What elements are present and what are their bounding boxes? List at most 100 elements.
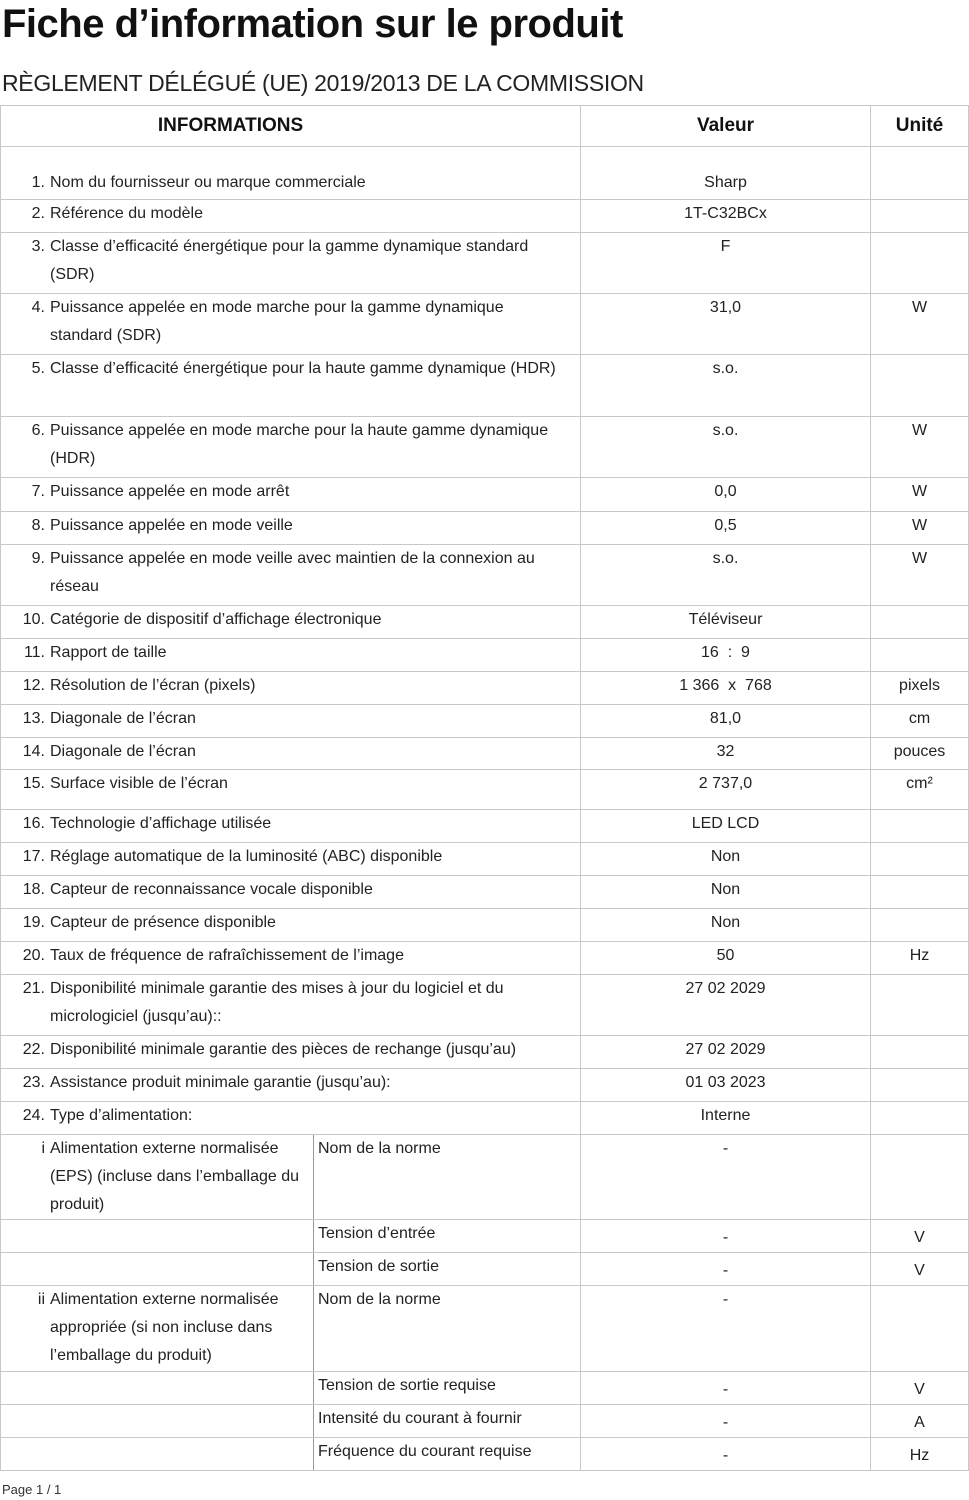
table-row: 12. Résolution de l’écran (pixels) 1 366 x…	[0, 671, 969, 705]
table-header-row: INFORMATIONS Valeur Unité	[0, 105, 969, 147]
sub-table-row: Intensité du courant à fournir - A	[0, 1404, 969, 1438]
sub-table-row: Tension de sortie requise - V	[0, 1371, 969, 1405]
row-number: 2.	[31, 205, 45, 222]
row-unit	[870, 842, 969, 876]
row-value: s.o.	[580, 354, 871, 417]
row-label: Puissance appelée en mode marche pour la…	[50, 299, 504, 344]
row-value: 81,0	[580, 704, 871, 738]
row-value: 2 737,0	[580, 769, 871, 810]
row-label-cell	[0, 1437, 314, 1471]
row-label-cell: 18. Capteur de reconnaissance vocale disp…	[0, 875, 581, 909]
row-sub-label: Tension d’entrée	[313, 1219, 581, 1253]
table-row: 7. Puissance appelée en mode arrêt 0,0 W	[0, 477, 969, 512]
row-number: 12.	[22, 677, 45, 694]
row-label-cell: 13. Diagonale de l’écran	[0, 704, 581, 738]
row-label: Puissance appelée en mode veille avec ma…	[50, 550, 535, 595]
header-valeur: Valeur	[580, 105, 871, 147]
sub-table-row: Fréquence du courant requise - Hz	[0, 1437, 969, 1471]
table-row: 19. Capteur de présence disponible Non	[0, 908, 969, 942]
row-number: 11.	[23, 644, 45, 661]
row-number: 21.	[22, 980, 45, 997]
row-label-cell: 12. Résolution de l’écran (pixels)	[0, 671, 581, 705]
row-number: 22.	[22, 1041, 45, 1058]
sub-table-row: Tension de sortie - V	[0, 1252, 969, 1286]
row-number: 15.	[22, 775, 45, 792]
row-label-cell: 21. Disponibilité minimale garantie des m…	[0, 974, 581, 1036]
sub-table-row: i Alimentation externe normalisée (EPS) (…	[0, 1134, 969, 1220]
row-number: 20.	[22, 947, 45, 964]
row-number: 23.	[22, 1074, 45, 1091]
row-value: Non	[580, 908, 871, 942]
row-label-cell	[0, 1219, 314, 1253]
row-unit	[870, 638, 969, 672]
row-number: 8.	[31, 517, 45, 534]
row-label: Disponibilité minimale garantie des pièc…	[50, 1041, 517, 1058]
table-row: 8. Puissance appelée en mode veille 0,5 W	[0, 511, 969, 545]
row-sub-label: Nom de la norme	[313, 1285, 581, 1372]
row-unit: V	[870, 1219, 969, 1253]
row-number: 7.	[31, 483, 45, 500]
row-value: 01 03 2023	[580, 1068, 871, 1102]
row-label-cell: 1. Nom du fournisseur ou marque commercia…	[0, 146, 581, 200]
table-row: 16. Technologie d’affichage utilisée LED L…	[0, 809, 969, 843]
row-label-cell: 23. Assistance produit minimale garantie …	[0, 1068, 581, 1102]
row-number: i	[41, 1140, 45, 1157]
row-label-cell: 3. Classe d’efficacité énergétique pour l…	[0, 232, 581, 294]
row-number: 14.	[22, 743, 45, 760]
row-label-cell	[0, 1371, 314, 1405]
product-info-table: INFORMATIONS Valeur Unité 1. Nom du fourn…	[0, 105, 969, 1471]
header-informations: INFORMATIONS	[0, 105, 581, 147]
table-row: 13. Diagonale de l’écran 81,0 cm	[0, 704, 969, 738]
row-number: 3.	[31, 238, 45, 255]
row-unit	[870, 232, 969, 294]
row-number: 19.	[22, 914, 45, 931]
sub-table-row: ii Alimentation externe normalisée approp…	[0, 1285, 969, 1372]
page-title: Fiche d’information sur le produit	[2, 2, 623, 46]
row-value: 27 02 2029	[580, 974, 871, 1036]
row-label-cell: 10. Catégorie de dispositif d’affichage é…	[0, 605, 581, 639]
row-unit	[870, 908, 969, 942]
row-label: Surface visible de l’écran	[50, 775, 228, 792]
row-value: Sharp	[580, 146, 871, 200]
row-value: -	[580, 1437, 871, 1471]
row-value: -	[580, 1252, 871, 1286]
table-row: 2. Référence du modèle 1T-C32BCx	[0, 199, 969, 233]
row-label-cell: 24. Type d’alimentation:	[0, 1101, 581, 1135]
row-unit	[870, 1101, 969, 1135]
row-number: 5.	[31, 360, 45, 377]
row-label: Réglage automatique de la luminosité (AB…	[50, 848, 443, 865]
row-label: Résolution de l’écran (pixels)	[50, 677, 256, 694]
row-number: 17.	[22, 848, 45, 865]
row-label: Technologie d’affichage utilisée	[50, 815, 272, 832]
row-label-cell: 16. Technologie d’affichage utilisée	[0, 809, 581, 843]
row-label: Puissance appelée en mode veille	[50, 517, 293, 534]
row-label: Puissance appelée en mode arrêt	[50, 483, 290, 500]
table-row: 4. Puissance appelée en mode marche pour …	[0, 293, 969, 355]
row-label: Capteur de présence disponible	[50, 914, 276, 931]
sub-table-row: Tension d’entrée - V	[0, 1219, 969, 1253]
row-sub-label: Fréquence du courant requise	[313, 1437, 581, 1471]
row-unit: W	[870, 477, 969, 512]
row-label-cell: 17. Réglage automatique de la luminosité …	[0, 842, 581, 876]
row-value: Téléviseur	[580, 605, 871, 639]
row-label: Alimentation externe normalisée appropri…	[50, 1291, 279, 1364]
row-unit	[870, 354, 969, 417]
regulation-subtitle: RÈGLEMENT DÉLÉGUÉ (UE) 2019/2013 DE LA C…	[2, 70, 644, 96]
page-footer: Page 1 / 1	[2, 1482, 62, 1497]
row-unit	[870, 605, 969, 639]
row-label-cell: 2. Référence du modèle	[0, 199, 581, 233]
row-unit	[870, 809, 969, 843]
row-label-cell: 19. Capteur de présence disponible	[0, 908, 581, 942]
row-label: Taux de fréquence de rafraîchissement de…	[50, 947, 404, 964]
row-label: Assistance produit minimale garantie (ju…	[50, 1074, 391, 1091]
row-value: s.o.	[580, 544, 871, 606]
row-value: s.o.	[580, 416, 871, 478]
row-label-cell: 22. Disponibilité minimale garantie des p…	[0, 1035, 581, 1069]
row-value: -	[580, 1285, 871, 1372]
table-row: 3. Classe d’efficacité énergétique pour l…	[0, 232, 969, 294]
table-row: 5. Classe d’efficacité énergétique pour l…	[0, 354, 969, 417]
row-label: Capteur de reconnaissance vocale disponi…	[50, 881, 373, 898]
row-label-cell: 7. Puissance appelée en mode arrêt	[0, 477, 581, 512]
row-unit: Hz	[870, 1437, 969, 1471]
row-label-cell: 20. Taux de fréquence de rafraîchissement…	[0, 941, 581, 975]
